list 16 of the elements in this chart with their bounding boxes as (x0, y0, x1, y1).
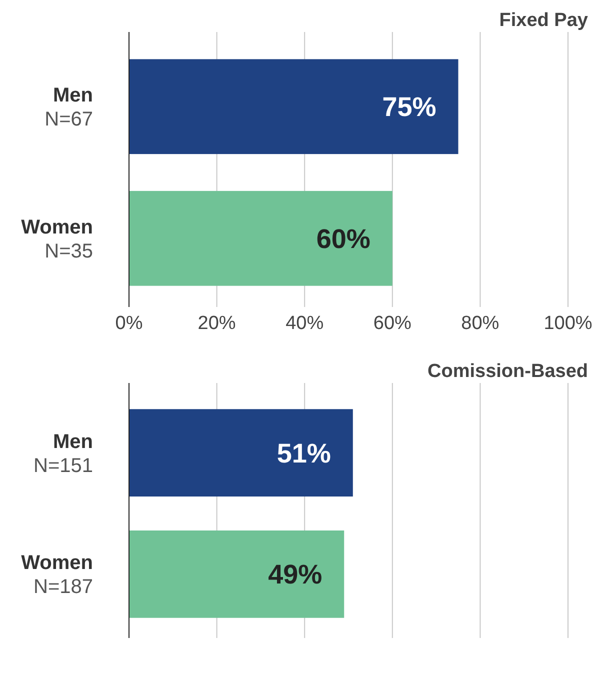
y-tick-label: Women N=35 (21, 216, 93, 262)
data-label: 60% (316, 224, 370, 254)
x-tick-label: 40% (286, 313, 324, 334)
data-label: 51% (276, 438, 331, 468)
data-label: 49% (268, 560, 322, 590)
y-tick-label: Men N=151 (34, 430, 93, 477)
y-tick-label: Women N=187 (21, 552, 93, 598)
chart-title: Comission-Based (428, 361, 588, 382)
chart-title: Fixed Pay (499, 10, 588, 31)
x-tick-label: 100% (544, 313, 592, 334)
y-tick-label: Men N=67 (44, 84, 93, 131)
x-tick-label: 0% (115, 313, 143, 334)
x-tick-label: 60% (373, 313, 412, 334)
x-tick-label: 80% (461, 313, 500, 334)
x-tick-label: 20% (198, 313, 236, 334)
data-label: 75% (382, 92, 436, 122)
